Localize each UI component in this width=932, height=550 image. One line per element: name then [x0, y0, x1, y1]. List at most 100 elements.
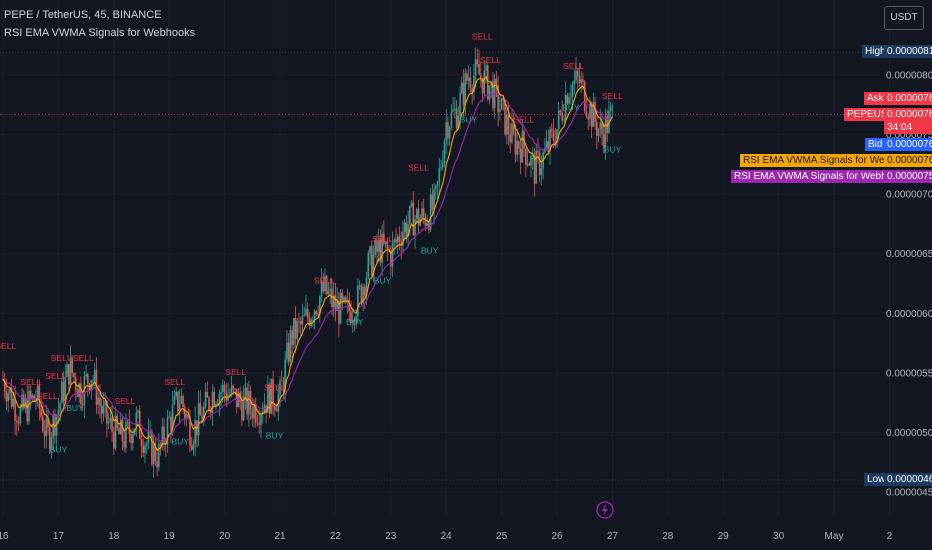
candle-body [540, 168, 543, 176]
candle-body [10, 388, 13, 407]
candle-body [338, 300, 340, 324]
candle-body [440, 167, 442, 169]
candle-body [260, 414, 262, 425]
candle-body [5, 391, 8, 402]
candle-body [241, 402, 243, 421]
candle-body [576, 70, 579, 77]
candle-body [187, 414, 190, 417]
vwma-value: 0.00000757 [884, 170, 932, 183]
candle-body [102, 405, 105, 414]
buy-signal: BUY [50, 445, 68, 455]
candle-body [410, 202, 413, 206]
candle-body [551, 128, 553, 131]
candle-body [372, 254, 375, 277]
candle-body [21, 394, 23, 408]
candle-body [564, 95, 567, 120]
candle-body [530, 155, 532, 166]
candle-body [275, 410, 278, 412]
candle-body [128, 422, 131, 435]
candle-body [384, 241, 387, 244]
x-tick-label: 2 [887, 531, 893, 542]
bar-countdown: 34:04 [884, 121, 932, 134]
buy-signal: BUY [460, 115, 478, 125]
candle-body [601, 122, 603, 135]
candle-body [95, 370, 98, 405]
candle-body [66, 364, 68, 377]
candle-body [28, 390, 30, 422]
candle-body [185, 414, 188, 419]
candle-body [594, 102, 596, 122]
candle-body [244, 387, 247, 397]
candle-body [175, 391, 177, 397]
candle-body [234, 388, 236, 390]
candle-body [578, 76, 581, 84]
candle-body [189, 416, 191, 446]
candle-body [391, 242, 394, 267]
candle-body [64, 376, 67, 402]
candle-body [312, 319, 314, 321]
indicator-title[interactable]: RSI EMA VWMA Signals for Webhooks [4, 27, 196, 39]
candle-body [485, 65, 487, 71]
candle-body [473, 75, 475, 93]
candle-body [583, 81, 586, 111]
sell-signal: SELL [114, 396, 135, 406]
symbol-title[interactable]: PEPE / TetherUS, 45, BINANCE [4, 9, 162, 21]
candle-body [248, 390, 250, 415]
x-tick-label: 20 [219, 531, 231, 542]
candle-body [251, 409, 254, 419]
candle-body [580, 79, 583, 84]
candle-body [386, 241, 389, 249]
candle-body [270, 378, 273, 414]
candle-body [357, 285, 359, 317]
candle-body [443, 141, 446, 163]
x-tick-label: 24 [441, 531, 453, 542]
buy-signal: BUY [266, 430, 284, 440]
candle-body [466, 73, 468, 81]
candle-body [177, 391, 179, 412]
candle-body [22, 394, 25, 409]
candle-body [566, 95, 569, 104]
sell-signal: SELL [480, 55, 501, 65]
sell-signal: SELL [314, 276, 335, 286]
candle-body [306, 308, 309, 318]
candle-body [481, 77, 484, 94]
candle-body [471, 87, 473, 93]
currency-button[interactable]: USDT [884, 6, 924, 30]
candle-body [313, 310, 316, 320]
candle-body [454, 108, 456, 111]
candle-body [369, 246, 371, 254]
candle-body [59, 403, 61, 411]
candle-body [547, 141, 550, 152]
candle-body [85, 374, 87, 377]
vwma-line [2, 91, 613, 442]
candle-body [178, 403, 181, 412]
time-axis[interactable]: 16 17 18 19 20 21 22 23 24 25 26 27 28 29 30 May 2 [0, 531, 893, 542]
candle-body [604, 116, 607, 148]
x-tick-label: May [825, 531, 844, 542]
candle-body [87, 374, 89, 385]
candle-body [158, 443, 160, 468]
candle-body [483, 70, 486, 94]
candle-body [17, 422, 20, 424]
sell-signal: SELL [408, 162, 429, 172]
candle-body [203, 406, 205, 422]
candle-body [528, 163, 531, 166]
lightning-icon[interactable] [596, 501, 614, 519]
buy-signal: BUY [421, 246, 439, 256]
candle-body [43, 430, 46, 437]
candle-body [208, 397, 210, 410]
candle-body [216, 403, 219, 405]
candle-body [118, 427, 120, 435]
candle-body [549, 128, 551, 152]
candle-body [421, 208, 423, 219]
candle-body [242, 396, 245, 421]
reference-lines [0, 51, 880, 481]
candle-body [206, 391, 209, 398]
candle-body [40, 408, 42, 417]
candle-body [511, 123, 513, 143]
candle-body [462, 82, 465, 105]
candle-body [436, 181, 439, 186]
